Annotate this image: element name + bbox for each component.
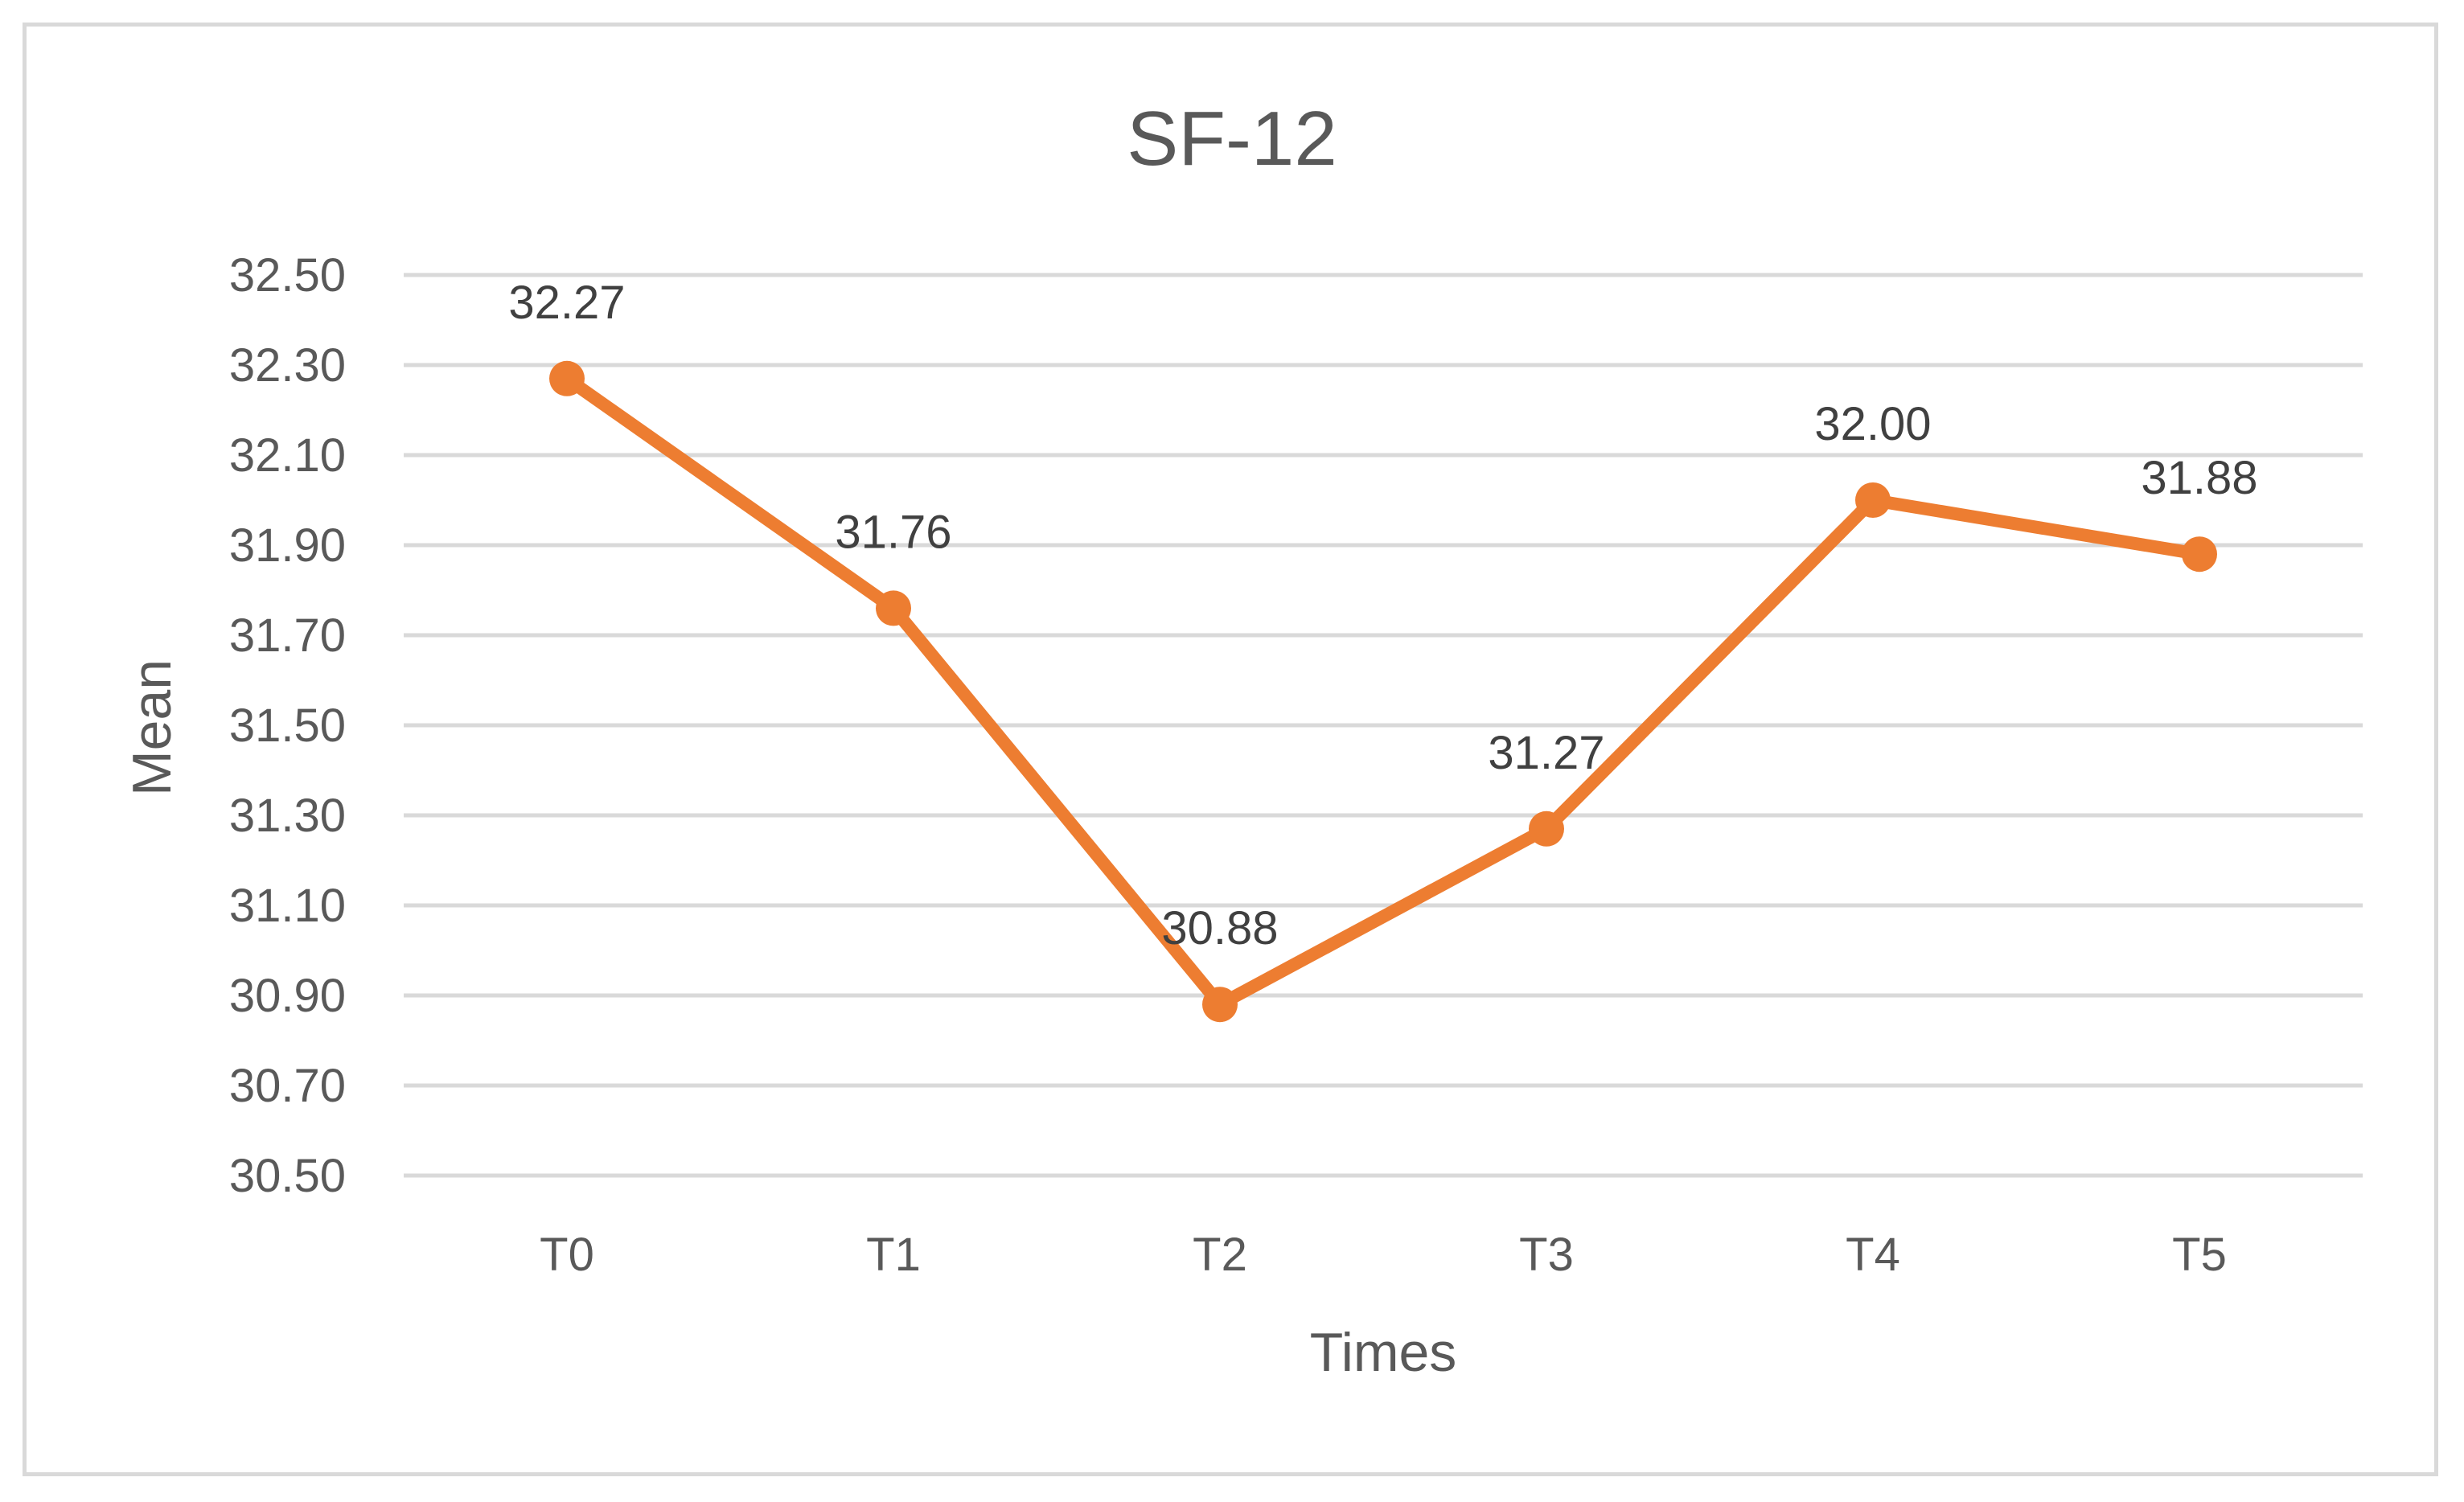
data-label: 31.27 — [1488, 727, 1604, 779]
y-tick-label: 32.50 — [229, 249, 346, 302]
y-tick-label: 30.70 — [229, 1060, 346, 1112]
y-axis-title: Mean — [121, 659, 183, 796]
data-label: 32.00 — [1814, 398, 1931, 450]
y-tick-label: 31.50 — [229, 700, 346, 752]
data-point — [1855, 482, 1891, 518]
y-tick-label: 31.90 — [229, 519, 346, 572]
y-tick-label: 31.10 — [229, 880, 346, 932]
gridlines — [404, 273, 2363, 1178]
x-tick-label: T0 — [540, 1229, 594, 1281]
y-tick-label: 32.30 — [229, 339, 346, 392]
y-tick-label: 32.10 — [229, 429, 346, 482]
data-point — [876, 590, 911, 626]
chart-title: SF-12 — [1127, 96, 1337, 182]
data-point — [1529, 811, 1564, 847]
data-label: 31.76 — [835, 506, 951, 558]
data-label: 32.27 — [508, 277, 625, 329]
data-label: 30.88 — [1161, 902, 1278, 954]
data-labels: 32.27 31.76 30.88 31.27 32.00 31.88 — [508, 277, 2257, 954]
y-tick-label: 31.30 — [229, 790, 346, 842]
y-tick-label: 31.70 — [229, 609, 346, 662]
data-point — [2182, 536, 2217, 572]
chart-frame — [23, 23, 2438, 1476]
x-tick-label: T3 — [1519, 1229, 1574, 1281]
series-line — [561, 371, 2206, 1012]
y-axis-tick-labels: 30.50 30.70 30.90 31.10 31.30 31.50 31.70 31.90… — [229, 249, 346, 1202]
x-tick-label: T2 — [1193, 1229, 1247, 1281]
data-point — [549, 360, 585, 396]
y-tick-label: 30.90 — [229, 970, 346, 1022]
x-tick-label: T5 — [2172, 1229, 2227, 1281]
data-point — [1202, 987, 1238, 1023]
x-tick-label: T4 — [1846, 1229, 1900, 1281]
x-tick-label: T1 — [866, 1229, 921, 1281]
data-label: 31.88 — [2141, 452, 2257, 504]
series-markers — [549, 360, 2217, 1023]
x-axis-title: Times — [1310, 1322, 1457, 1383]
x-axis-tick-labels: T0 T1 T2 T3 T4 T5 — [540, 1229, 2227, 1281]
y-tick-label: 30.50 — [229, 1150, 346, 1202]
